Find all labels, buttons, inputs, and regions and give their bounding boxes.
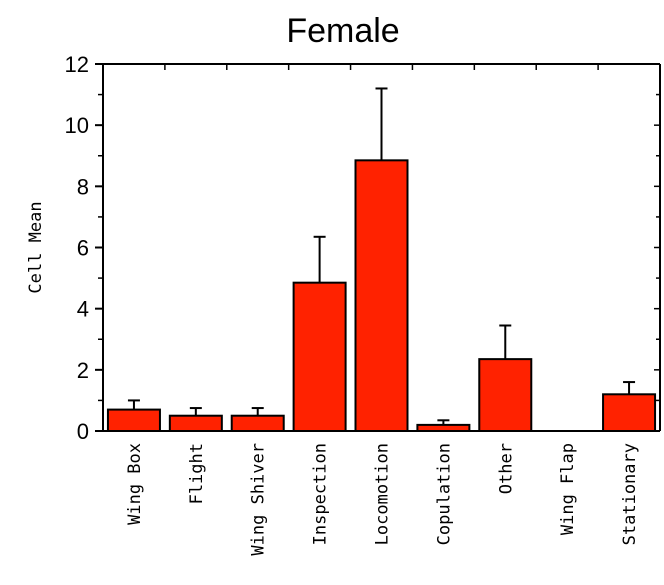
bar-inspection	[292, 281, 347, 432]
x-tick-label: Wing Flap	[558, 443, 578, 535]
x-tick-label: Inspection	[311, 443, 331, 545]
x-tick-label: Flight	[187, 443, 207, 504]
bar-other	[478, 358, 533, 433]
x-tick-label: Wing Box	[125, 443, 145, 525]
y-tick-label: 6	[77, 236, 89, 261]
x-tick-label: Stationary	[620, 443, 640, 545]
y-tick-label: 2	[77, 358, 89, 383]
bar-stationary	[602, 393, 657, 432]
y-tick-label: 0	[77, 419, 89, 444]
x-tick-label: Wing Shiver	[249, 443, 269, 556]
x-tick-label: Copulation	[434, 443, 454, 545]
bar-wing-box	[106, 408, 161, 433]
chart-title: Female	[286, 12, 399, 50]
plot-area: 0 2 4 6 8 10 12 Wing Box Flight Wing Shiver Inspec…	[65, 52, 661, 556]
x-tick-label: Other	[496, 443, 516, 494]
y-axis-label: Cell Mean	[26, 201, 46, 293]
y-tick-label: 8	[77, 174, 89, 199]
bar-locomotion	[354, 159, 409, 432]
x-tick-label: Locomotion	[373, 443, 393, 545]
bar-flight	[168, 414, 223, 433]
bar-wing-shiver	[230, 414, 285, 433]
y-tick-label: 4	[77, 297, 89, 322]
y-tick-label: 12	[65, 52, 89, 77]
y-tick-label: 10	[65, 113, 89, 138]
